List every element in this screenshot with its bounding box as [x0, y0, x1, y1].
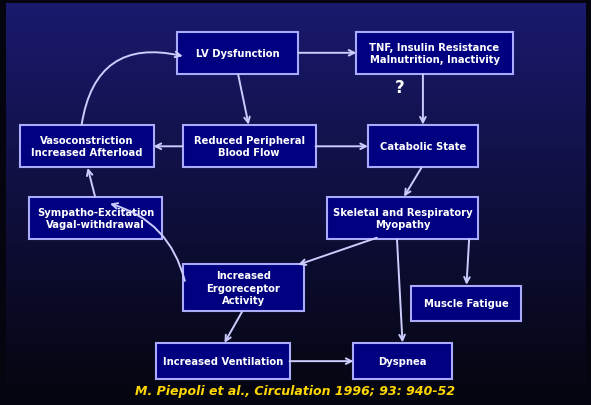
Text: Muscle Fatigue: Muscle Fatigue	[424, 299, 509, 309]
Text: Sympatho-Excitation
Vagal-withdrawal: Sympatho-Excitation Vagal-withdrawal	[37, 207, 154, 230]
Text: Dyspnea: Dyspnea	[378, 356, 427, 366]
FancyBboxPatch shape	[183, 264, 304, 312]
Text: Vasoconstriction
Increased Afterload: Vasoconstriction Increased Afterload	[31, 136, 143, 158]
Text: M. Piepoli et al., Circulation 1996; 93: 940-52: M. Piepoli et al., Circulation 1996; 93:…	[135, 384, 456, 398]
FancyBboxPatch shape	[368, 126, 478, 168]
Text: Reduced Peripheral
Blood Flow: Reduced Peripheral Blood Flow	[194, 136, 305, 158]
Text: Increased
Ergoreceptor
Activity: Increased Ergoreceptor Activity	[206, 271, 280, 305]
FancyBboxPatch shape	[157, 343, 290, 379]
FancyBboxPatch shape	[29, 198, 163, 239]
FancyBboxPatch shape	[356, 33, 512, 75]
Text: Catabolic State: Catabolic State	[380, 142, 466, 152]
Text: LV Dysfunction: LV Dysfunction	[196, 49, 280, 59]
FancyBboxPatch shape	[177, 33, 298, 75]
Text: ?: ?	[395, 79, 405, 96]
Text: TNF, Insulin Resistance
Malnutrition, Inactivity: TNF, Insulin Resistance Malnutrition, In…	[369, 43, 499, 65]
Text: Increased Ventilation: Increased Ventilation	[163, 356, 283, 366]
FancyBboxPatch shape	[327, 198, 478, 239]
FancyBboxPatch shape	[411, 286, 521, 322]
FancyBboxPatch shape	[353, 343, 452, 379]
FancyBboxPatch shape	[183, 126, 316, 168]
FancyBboxPatch shape	[21, 126, 154, 168]
Text: Skeletal and Respiratory
Myopathy: Skeletal and Respiratory Myopathy	[333, 207, 472, 230]
